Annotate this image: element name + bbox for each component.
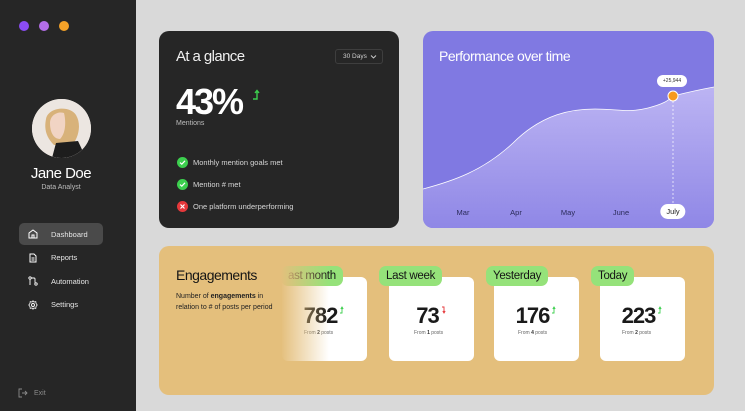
range-value: 30 Days	[343, 53, 367, 60]
range-dropdown[interactable]: 30 Days	[335, 49, 383, 64]
sidebar-item-label: Dashboard	[51, 229, 88, 239]
engagement-value: 223	[621, 303, 657, 328]
check-icon	[177, 156, 188, 168]
month-label[interactable]: June	[612, 208, 630, 217]
profile-name: Jane Doe	[30, 165, 92, 182]
sidebar-item-label: Automation	[51, 276, 89, 286]
engagement-card-yesterday[interactable]: 176 From 4 posts	[494, 277, 579, 361]
sidebar-item-dashboard[interactable]: Dashboard	[19, 223, 103, 245]
trend-up-icon	[340, 306, 344, 314]
avatar	[32, 99, 91, 158]
engagement-value: 176	[515, 303, 551, 328]
mentions-percentage: 43%	[176, 81, 244, 122]
period-tag-today: Today	[591, 266, 635, 286]
exit-button[interactable]: Exit	[18, 388, 46, 398]
check-icon	[177, 178, 188, 190]
checklist-label: Monthly mention goals met	[193, 157, 283, 167]
month-label[interactable]: May	[560, 208, 576, 217]
card-title: Engagements	[176, 267, 257, 283]
checklist-item: Monthly mention goals met	[177, 151, 293, 173]
window-maximize-button[interactable]	[59, 21, 69, 31]
month-label-selected[interactable]: July	[660, 204, 686, 219]
home-icon	[28, 229, 38, 239]
month-label[interactable]: Apr	[510, 208, 522, 217]
sidebar: Jane Doe Data Analyst Dashboard Reports …	[0, 0, 136, 411]
exit-icon	[18, 388, 28, 398]
card-title: Performance over time	[439, 48, 571, 64]
card-title: At a glance	[176, 48, 245, 65]
sidebar-item-label: Reports	[51, 253, 78, 262]
performance-card: Performance over time +25,944 Mar Apr Ma…	[423, 31, 714, 228]
performance-area-chart	[423, 86, 714, 228]
trend-down-icon	[441, 306, 446, 314]
checklist-item: One platform underperforming	[177, 195, 293, 217]
engagement-card-today[interactable]: 223 From 2 posts	[600, 277, 685, 361]
sidebar-item-settings[interactable]: Settings	[19, 294, 103, 316]
period-tag-yesterday: Yesterday	[486, 266, 549, 286]
document-icon	[29, 253, 37, 262]
at-a-glance-card: At a glance 30 Days 43% Mentions Monthly…	[159, 31, 399, 228]
month-label[interactable]: Mar	[456, 208, 470, 217]
window-controls	[19, 21, 69, 31]
trend-up-icon	[253, 89, 260, 100]
window-close-button[interactable]	[19, 21, 29, 31]
posts-count: From 1 posts	[414, 330, 444, 336]
data-point-marker[interactable]	[667, 90, 679, 102]
sidebar-item-reports[interactable]: Reports	[19, 247, 103, 269]
engagements-card: Engagements Number of engagements in rel…	[159, 246, 714, 395]
cross-icon	[177, 200, 188, 212]
mentions-label: Mentions	[176, 120, 205, 127]
sidebar-nav: Dashboard Reports Automation Settings	[19, 223, 103, 317]
scroll-fade-overlay	[281, 246, 329, 395]
month-axis: Mar Apr May June July	[423, 204, 714, 220]
goal-checklist: Monthly mention goals met Mention # met …	[177, 151, 293, 217]
engagement-card-last-week[interactable]: 73 From 1 posts	[389, 277, 474, 361]
window-minimize-button[interactable]	[39, 21, 49, 31]
period-tag-last-week: Last week	[379, 266, 443, 286]
branch-icon	[28, 276, 38, 286]
posts-count: From 2 posts	[622, 330, 652, 336]
chevron-down-icon	[370, 55, 377, 59]
checklist-label: One platform underperforming	[193, 201, 294, 211]
engagement-value: 73	[416, 303, 440, 328]
value-tooltip: +25,944	[657, 75, 687, 87]
exit-label: Exit	[34, 389, 46, 397]
sidebar-item-automation[interactable]: Automation	[19, 270, 103, 292]
trend-up-icon	[658, 306, 662, 314]
trend-up-icon	[552, 306, 556, 314]
posts-count: From 4 posts	[518, 330, 548, 336]
gear-icon	[28, 299, 38, 310]
sidebar-item-label: Settings	[51, 300, 79, 309]
checklist-label: Mention # met	[193, 179, 241, 189]
engagements-description: Number of engagements in relation to # o…	[176, 293, 273, 311]
profile-role: Data Analyst	[41, 184, 81, 191]
checklist-item: Mention # met	[177, 173, 293, 195]
